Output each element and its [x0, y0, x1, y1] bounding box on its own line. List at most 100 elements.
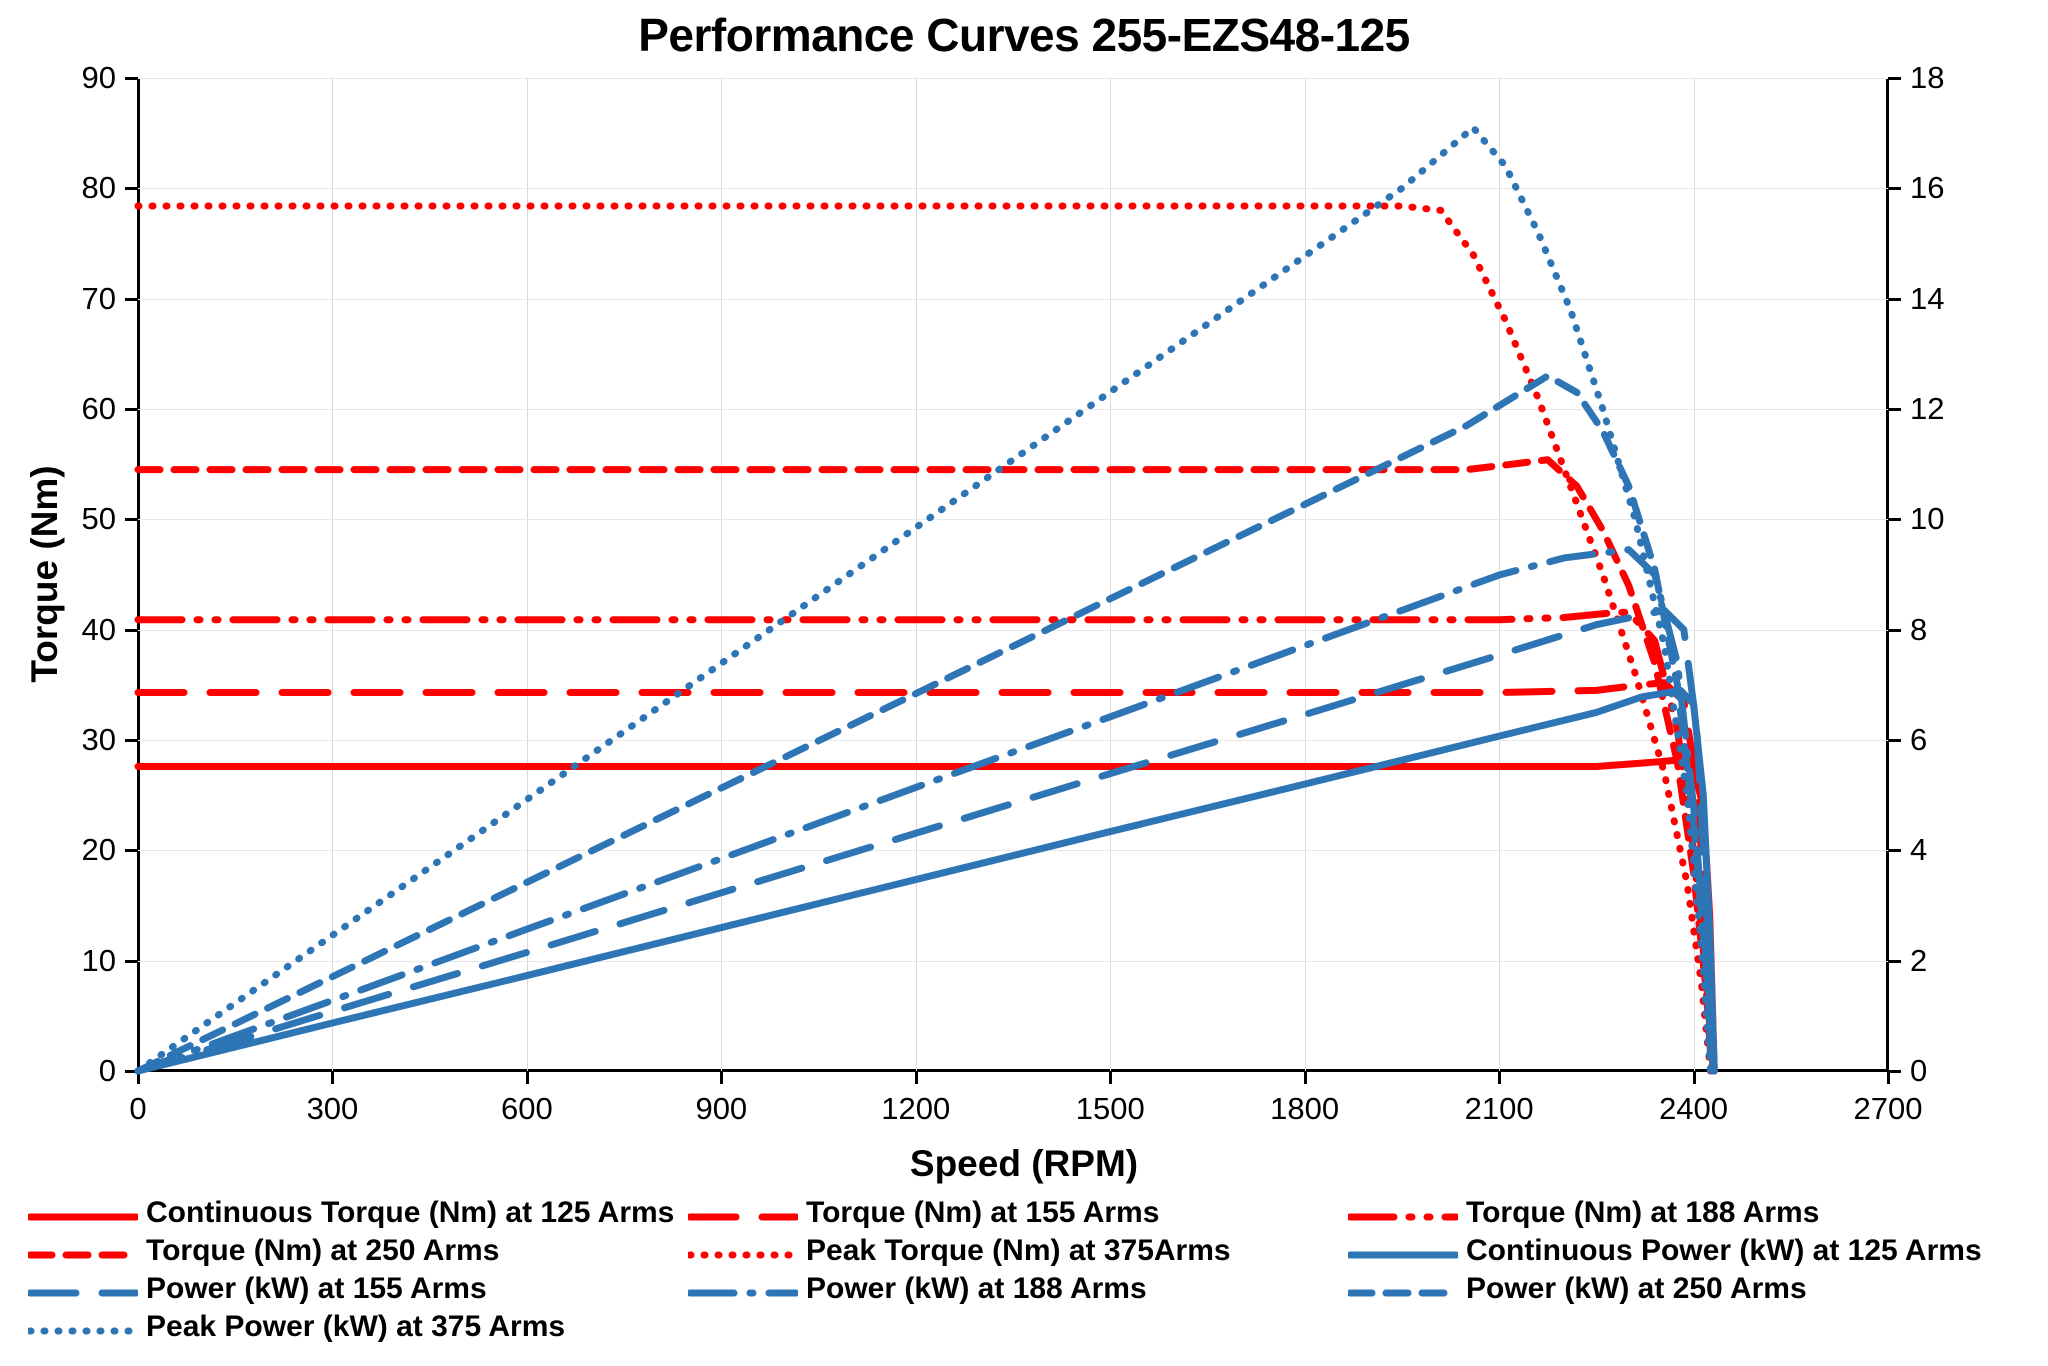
x-axis-tick: [331, 1071, 335, 1084]
y-axis-tick-label-left: 60: [81, 391, 116, 426]
grid-line-vertical: [1693, 78, 1695, 1071]
x-axis-tick: [1692, 1071, 1696, 1084]
grid-line-horizontal: [138, 78, 1888, 79]
y-axis-tick-label-right: 0: [1910, 1053, 1928, 1088]
y-axis-tick-left: [125, 408, 138, 411]
x-axis-tick-label: 2400: [1659, 1091, 1729, 1126]
legend-swatch-icon: [26, 1316, 140, 1338]
grid-line-horizontal: [138, 519, 1888, 521]
curve-continuous-torque-nm-at-125-arms: [134, 756, 1718, 1075]
y-axis-tick-label-left: 20: [81, 832, 116, 868]
y-axis-tick-left: [125, 1070, 138, 1073]
legend-row: Torque (Nm) at 250 Arms Peak Torque (Nm) …: [0, 1234, 2048, 1268]
y-axis-tick-right: [1888, 408, 1901, 411]
y-axis-tick-label-left: 40: [81, 611, 116, 647]
y-axis-tick-label-left: 0: [98, 1053, 116, 1088]
grid-line-vertical: [721, 78, 723, 1071]
legend-item[interactable]: Peak Torque (Nm) at 375Arms: [686, 1234, 1348, 1268]
y-axis-tick-right: [1888, 518, 1901, 522]
curve-peak-torque-nm-at-375arms: [134, 202, 1714, 1075]
y-axis-tick-right: [1888, 77, 1901, 80]
legend-item-label: Torque (Nm) at 188 Arms: [1466, 1196, 1820, 1229]
legend-item-label: Power (kW) at 250 Arms: [1466, 1272, 1807, 1305]
grid-line-horizontal: [138, 298, 1888, 300]
grid-line-vertical: [1304, 78, 1306, 1071]
legend-swatch-icon: [686, 1240, 800, 1262]
x-axis-title: Speed (RPM): [909, 1143, 1139, 1184]
x-axis-tick-label: 0: [129, 1091, 147, 1126]
axis-line-left: [137, 78, 140, 1071]
curve-power-kw-at-188-arms: [134, 546, 1717, 1075]
curve-torque-nm-at-155-arms: [134, 679, 1717, 1075]
legend-item-label: Continuous Power (kW) at 125 Arms: [1466, 1234, 1982, 1267]
legend-item[interactable]: Torque (Nm) at 188 Arms: [1346, 1196, 2048, 1230]
legend-item[interactable]: Continuous Torque (Nm) at 125 Arms: [0, 1196, 688, 1230]
legend-row: Power (kW) at 155 Arms Power (kW) at 188 …: [0, 1272, 2048, 1306]
legend-item[interactable]: Torque (Nm) at 250 Arms: [0, 1234, 688, 1268]
legend-item[interactable]: Power (kW) at 155 Arms: [0, 1272, 688, 1306]
curve-power-kw-at-250-arms: [134, 372, 1716, 1075]
x-axis-tick-label: 1200: [881, 1091, 951, 1126]
y-axis-tick-right: [1888, 1070, 1901, 1073]
x-axis-tick: [525, 1071, 529, 1084]
x-axis-tick: [1303, 1071, 1307, 1084]
chart-legend: Continuous Torque (Nm) at 125 Arms Torque…: [0, 1196, 2048, 1348]
y-axis-tick-left: [125, 739, 138, 742]
y-axis-tick-right: [1888, 849, 1901, 853]
legend-item[interactable]: Power (kW) at 188 Arms: [686, 1272, 1348, 1306]
legend-item[interactable]: Torque (Nm) at 155 Arms: [686, 1196, 1348, 1230]
grid-line-horizontal: [138, 188, 1888, 190]
grid-line-horizontal: [138, 960, 1888, 962]
legend-swatch-icon: [26, 1202, 140, 1224]
axis-line-bottom: [138, 1069, 1888, 1072]
y-axis-tick-left: [125, 77, 138, 80]
x-axis-tick: [1498, 1071, 1502, 1084]
y-axis-tick-right: [1888, 187, 1901, 191]
y-axis-tick-right: [1888, 628, 1901, 632]
curve-torque-nm-at-188-arms: [134, 608, 1717, 1075]
grid-line-horizontal: [138, 409, 1888, 410]
plot-area: [125, 77, 1901, 1084]
y-axis-tick-right: [1888, 739, 1901, 742]
legend-item-label: Power (kW) at 155 Arms: [146, 1272, 487, 1305]
x-axis-tick: [720, 1071, 724, 1084]
grid-line-vertical: [332, 78, 334, 1071]
curve-peak-power-kw-at-375-arms: [134, 124, 1714, 1075]
legend-item-label: Power (kW) at 188 Arms: [806, 1272, 1147, 1305]
y-axis-tick-label-right: 4: [1910, 832, 1928, 868]
y-axis-tick-left: [125, 297, 138, 301]
legend-swatch-icon: [26, 1278, 140, 1300]
y-axis-tick-label-left: 10: [81, 942, 116, 978]
x-axis-tick-label: 900: [695, 1091, 748, 1126]
y-axis-tick-left: [125, 518, 138, 522]
y-axis-tick-label-left: 30: [81, 722, 116, 757]
y-axis-tick-label-right: 2: [1910, 942, 1928, 978]
legend-item-label: Peak Power (kW) at 375 Arms: [146, 1310, 566, 1343]
legend-item-label: Torque (Nm) at 155 Arms: [806, 1196, 1160, 1229]
x-axis-tick: [1109, 1071, 1113, 1084]
legend-item[interactable]: Peak Power (kW) at 375 Arms: [0, 1310, 688, 1344]
y-axis-tick-label-right: 6: [1910, 722, 1928, 757]
grid-line-vertical: [1110, 78, 1112, 1071]
x-axis-tick: [914, 1071, 918, 1084]
y-axis-tick-label-right: 18: [1910, 60, 1945, 95]
y-axis-tick-left: [125, 628, 138, 632]
x-axis-tick-label: 1800: [1270, 1091, 1340, 1126]
legend-swatch-icon: [686, 1202, 800, 1224]
y-axis-tick-label-right: 16: [1910, 170, 1945, 206]
curve-power-kw-at-155-arms: [134, 606, 1717, 1075]
axis-line-right: [1886, 78, 1889, 1071]
grid-line-horizontal: [138, 850, 1888, 852]
legend-item[interactable]: Continuous Power (kW) at 125 Arms: [1346, 1234, 2048, 1268]
legend-row: Peak Power (kW) at 375 Arms: [0, 1310, 2048, 1344]
legend-swatch-icon: [686, 1278, 800, 1300]
legend-item-label: Continuous Torque (Nm) at 125 Arms: [146, 1196, 675, 1229]
legend-swatch-icon: [1346, 1202, 1460, 1224]
y-axis-tick-right: [1888, 959, 1901, 963]
legend-row: Continuous Torque (Nm) at 125 Arms Torque…: [0, 1196, 2048, 1230]
legend-item[interactable]: Power (kW) at 250 Arms: [1346, 1272, 2048, 1306]
y-axis-tick-label-left: 80: [81, 170, 116, 206]
y-axis-title-left: Torque (Nm): [24, 464, 65, 683]
legend-swatch-icon: [1346, 1240, 1460, 1262]
